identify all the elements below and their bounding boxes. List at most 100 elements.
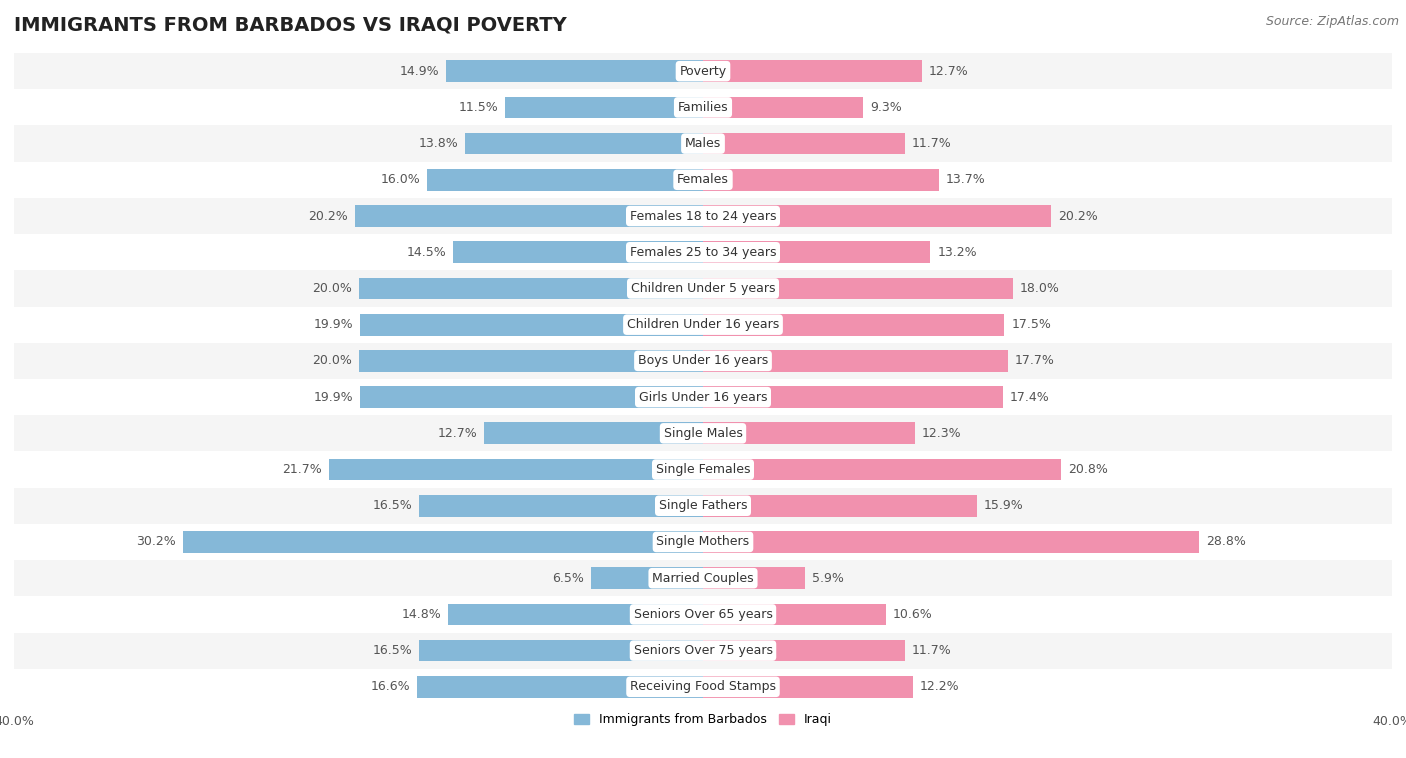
Text: Seniors Over 75 years: Seniors Over 75 years	[634, 644, 772, 657]
Text: Girls Under 16 years: Girls Under 16 years	[638, 390, 768, 403]
Bar	[14, 487, 1392, 524]
Text: Boys Under 16 years: Boys Under 16 years	[638, 355, 768, 368]
Bar	[591, 567, 703, 589]
Bar	[703, 495, 977, 517]
Legend: Immigrants from Barbados, Iraqi: Immigrants from Barbados, Iraqi	[569, 708, 837, 731]
Bar	[427, 169, 703, 191]
Text: 5.9%: 5.9%	[811, 572, 844, 584]
Bar	[484, 422, 703, 444]
Bar	[14, 597, 1392, 632]
Text: Seniors Over 65 years: Seniors Over 65 years	[634, 608, 772, 621]
Text: 14.9%: 14.9%	[399, 64, 440, 77]
Text: 20.2%: 20.2%	[308, 209, 349, 223]
Text: 13.2%: 13.2%	[938, 246, 977, 258]
Text: 10.6%: 10.6%	[893, 608, 932, 621]
Bar	[14, 89, 1392, 126]
Text: 20.0%: 20.0%	[312, 355, 352, 368]
Text: 17.7%: 17.7%	[1015, 355, 1054, 368]
Bar	[14, 524, 1392, 560]
Bar	[14, 198, 1392, 234]
Bar	[703, 61, 922, 82]
Text: Poverty: Poverty	[679, 64, 727, 77]
Text: Females: Females	[678, 174, 728, 186]
Text: Married Couples: Married Couples	[652, 572, 754, 584]
Bar	[703, 133, 904, 155]
Bar	[14, 379, 1392, 415]
Text: 13.8%: 13.8%	[419, 137, 458, 150]
Bar	[360, 387, 703, 408]
Bar	[183, 531, 703, 553]
Text: 19.9%: 19.9%	[314, 390, 353, 403]
Text: 21.7%: 21.7%	[283, 463, 322, 476]
Bar	[703, 314, 1004, 336]
Bar	[14, 632, 1392, 669]
Text: Single Mothers: Single Mothers	[657, 535, 749, 549]
Bar	[703, 205, 1050, 227]
Text: 20.0%: 20.0%	[312, 282, 352, 295]
Bar	[703, 169, 939, 191]
Text: Single Fathers: Single Fathers	[659, 500, 747, 512]
Text: 15.9%: 15.9%	[984, 500, 1024, 512]
Bar	[703, 531, 1199, 553]
Bar	[14, 415, 1392, 452]
Text: 30.2%: 30.2%	[136, 535, 176, 549]
Bar	[703, 422, 915, 444]
Bar	[356, 205, 703, 227]
Text: 14.8%: 14.8%	[402, 608, 441, 621]
Bar	[359, 277, 703, 299]
Text: Males: Males	[685, 137, 721, 150]
Text: 9.3%: 9.3%	[870, 101, 901, 114]
Text: Children Under 5 years: Children Under 5 years	[631, 282, 775, 295]
Bar	[14, 560, 1392, 597]
Bar	[14, 234, 1392, 271]
Text: 16.6%: 16.6%	[371, 681, 411, 694]
Bar	[465, 133, 703, 155]
Text: 18.0%: 18.0%	[1019, 282, 1060, 295]
Bar	[703, 387, 1002, 408]
Text: 11.5%: 11.5%	[458, 101, 498, 114]
Text: 19.9%: 19.9%	[314, 318, 353, 331]
Text: Children Under 16 years: Children Under 16 years	[627, 318, 779, 331]
Bar	[703, 676, 912, 697]
Bar	[419, 495, 703, 517]
Bar	[703, 603, 886, 625]
Bar	[329, 459, 703, 481]
Text: 12.7%: 12.7%	[928, 64, 969, 77]
Bar	[446, 61, 703, 82]
Bar	[703, 567, 804, 589]
Text: 13.7%: 13.7%	[946, 174, 986, 186]
Bar	[14, 343, 1392, 379]
Bar	[14, 161, 1392, 198]
Bar	[703, 241, 931, 263]
Text: 12.2%: 12.2%	[920, 681, 960, 694]
Text: 20.8%: 20.8%	[1069, 463, 1108, 476]
Text: 17.4%: 17.4%	[1010, 390, 1049, 403]
Bar	[14, 271, 1392, 306]
Text: 12.3%: 12.3%	[922, 427, 962, 440]
Text: Females 18 to 24 years: Females 18 to 24 years	[630, 209, 776, 223]
Text: 16.5%: 16.5%	[373, 644, 412, 657]
Bar	[359, 350, 703, 371]
Bar	[14, 306, 1392, 343]
Bar	[453, 241, 703, 263]
Text: IMMIGRANTS FROM BARBADOS VS IRAQI POVERTY: IMMIGRANTS FROM BARBADOS VS IRAQI POVERT…	[14, 15, 567, 34]
Text: 20.2%: 20.2%	[1057, 209, 1098, 223]
Text: 14.5%: 14.5%	[406, 246, 446, 258]
Bar	[418, 676, 703, 697]
Text: Single Males: Single Males	[664, 427, 742, 440]
Text: Families: Families	[678, 101, 728, 114]
Text: 28.8%: 28.8%	[1206, 535, 1246, 549]
Bar	[703, 277, 1012, 299]
Text: 16.5%: 16.5%	[373, 500, 412, 512]
Bar	[449, 603, 703, 625]
Bar	[14, 669, 1392, 705]
Bar	[14, 53, 1392, 89]
Text: Source: ZipAtlas.com: Source: ZipAtlas.com	[1265, 15, 1399, 28]
Text: 17.5%: 17.5%	[1011, 318, 1052, 331]
Text: 11.7%: 11.7%	[911, 644, 950, 657]
Bar	[703, 96, 863, 118]
Text: Receiving Food Stamps: Receiving Food Stamps	[630, 681, 776, 694]
Bar	[14, 126, 1392, 161]
Text: Single Females: Single Females	[655, 463, 751, 476]
Bar	[419, 640, 703, 662]
